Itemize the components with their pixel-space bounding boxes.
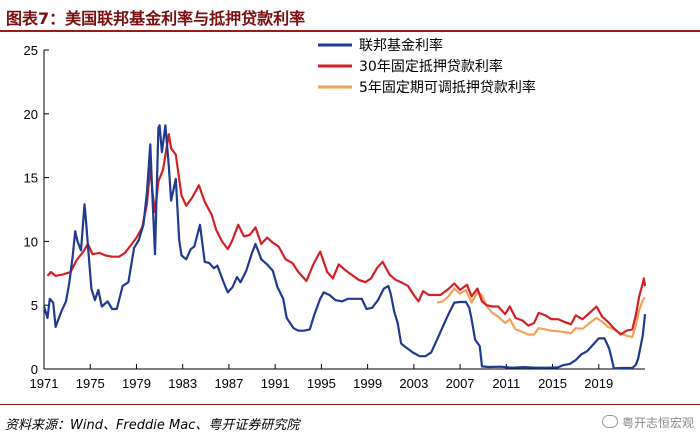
x-tick-label: 1971: [30, 376, 59, 391]
x-tick-label: 1979: [122, 376, 151, 391]
watermark-text: 粤开志恒宏观: [621, 416, 694, 430]
y-tick-label: 25: [24, 43, 38, 58]
x-tick-label: 2003: [399, 376, 428, 391]
title-divider: [0, 30, 700, 32]
chart-legend: 联邦基金利率 30年固定抵押贷款利率 5年固定期可调抵押贷款利率: [318, 37, 536, 96]
y-tick-label: 0: [31, 362, 38, 377]
x-tick-label: 2019: [584, 376, 613, 391]
series-line-1: [46, 133, 647, 336]
x-tick-label: 2007: [446, 376, 475, 391]
x-tick-label: 2011: [492, 376, 520, 391]
axes: 0 5 10 15 20 25 1971 1975 1979 1983 1987 1991 1995 19…: [24, 43, 645, 391]
legend-label-1: 30年固定抵押贷款利率: [359, 58, 503, 75]
watermark: 粤开志恒宏观: [601, 414, 694, 431]
chart-title: 图表7：美国联邦基金利率与抵押贷款利率: [6, 9, 306, 28]
source-divider: [0, 404, 700, 405]
x-tick-label: 1975: [76, 376, 105, 391]
y-tick-label: 10: [24, 234, 38, 249]
legend-label-0: 联邦基金利率: [359, 37, 443, 54]
legend-label-2: 5年固定期可调抵押贷款利率: [359, 79, 536, 96]
series-layer: [42, 124, 647, 370]
x-tick-label: 2015: [538, 376, 567, 391]
source-note: 资料来源：Wind、Freddie Mac、粤开证券研究院: [5, 418, 300, 433]
y-tick-label: 15: [24, 171, 38, 186]
wechat-icon: [601, 415, 618, 428]
y-tick-label: 5: [31, 298, 38, 313]
x-tick-label: 1991: [261, 376, 290, 391]
x-tick-label: 1999: [353, 376, 382, 391]
x-tick-label: 1983: [168, 376, 197, 391]
series-line-0: [42, 124, 647, 370]
line-chart: 0 5 10 15 20 25 1971 1975 1979 1983 1987 1991 1995 19…: [24, 37, 647, 391]
x-tick-label: 1995: [307, 376, 336, 391]
y-tick-label: 20: [24, 107, 38, 122]
x-tick-label: 1987: [214, 376, 243, 391]
